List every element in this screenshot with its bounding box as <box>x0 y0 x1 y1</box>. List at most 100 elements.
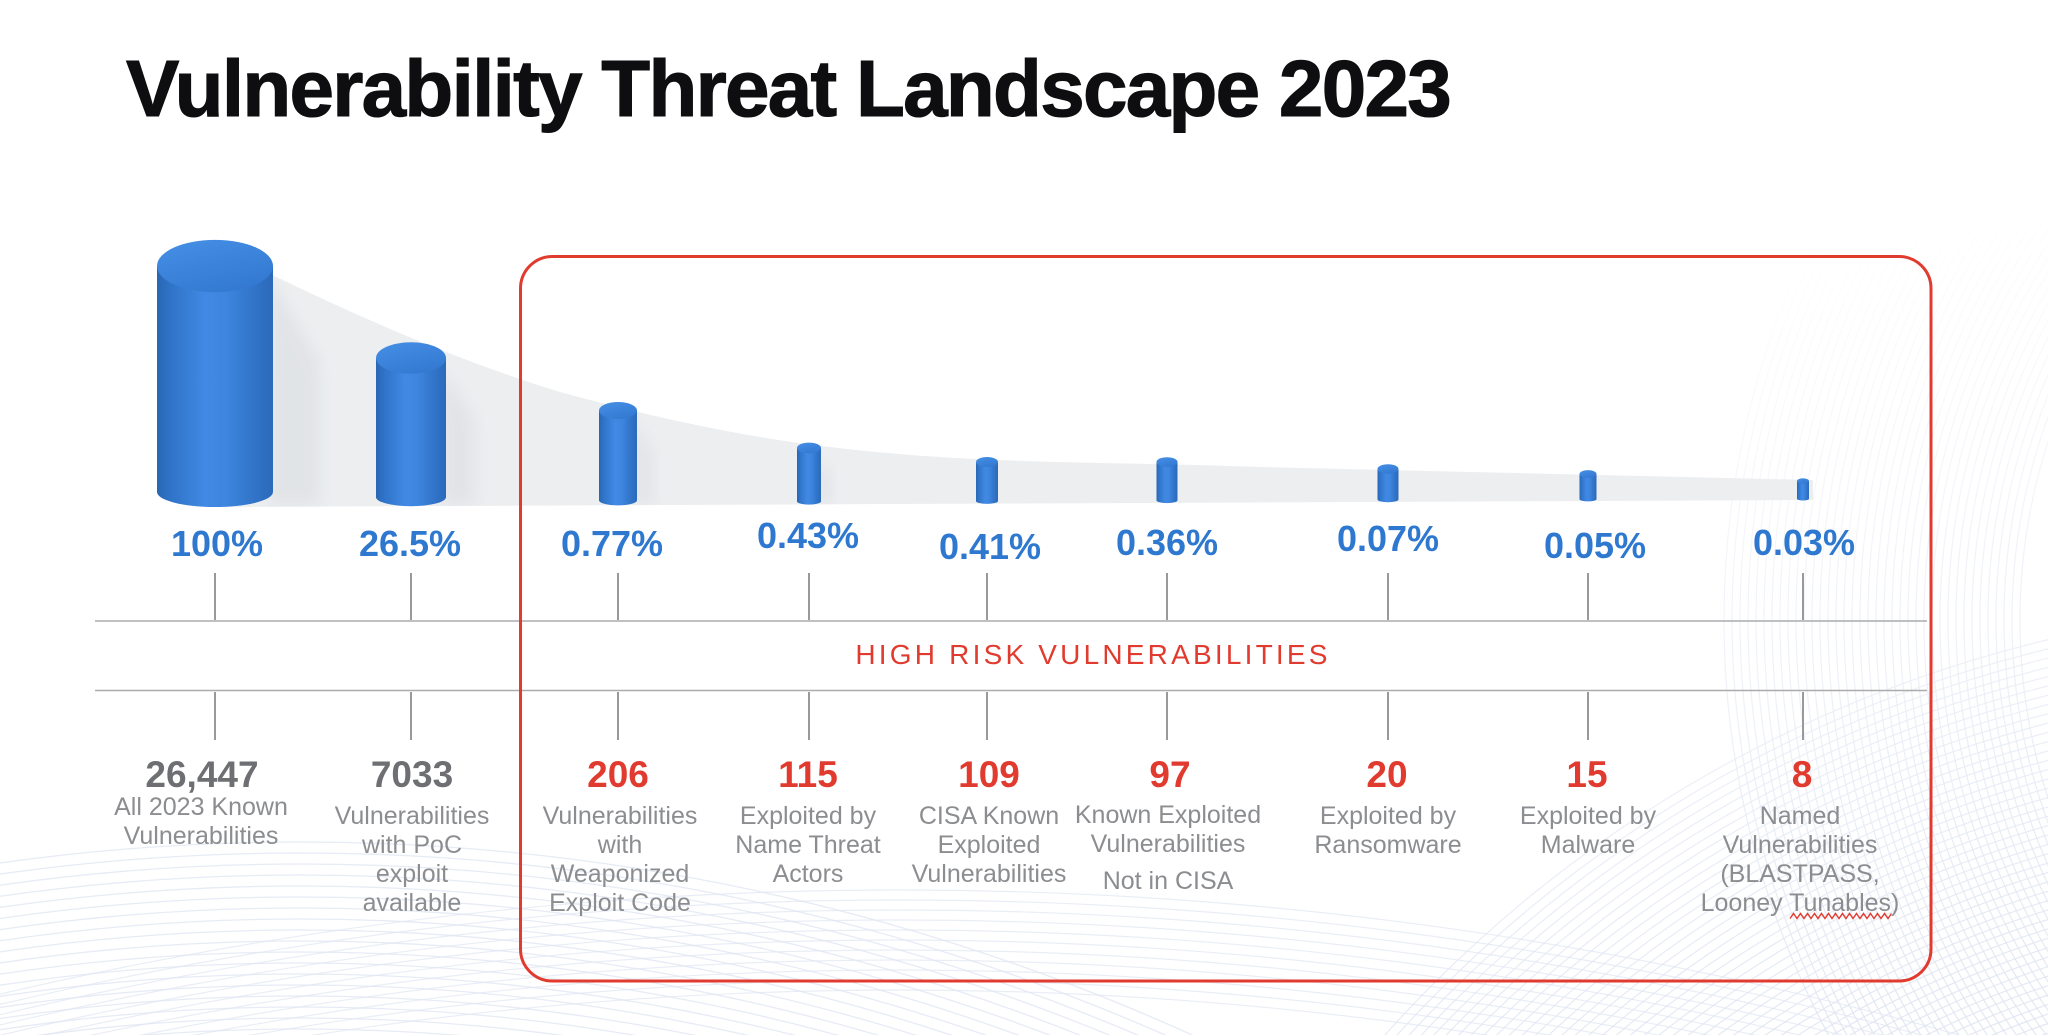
count-label-col6: 97 <box>1149 754 1190 795</box>
decor-arc <box>1779 13 2048 1035</box>
percent-label-col7: 0.07% <box>1337 518 1439 559</box>
decor-arc <box>1763 0 2041 1035</box>
cylinder-top-col8 <box>1579 470 1597 478</box>
desc-line-col4-2: Name Threat <box>735 831 880 859</box>
decor-arc <box>0 995 694 1035</box>
decor-arc <box>1723 0 1983 1035</box>
desc-line-col9-4: Looney Tunables) <box>1701 889 1900 917</box>
percent-label-col9: 0.03% <box>1753 522 1855 563</box>
decor-arc <box>0 896 1051 1035</box>
desc-line-col5-1: CISA Known <box>919 802 1059 830</box>
cylinder-top-col2 <box>376 342 446 374</box>
cylinder-body-col2 <box>376 358 446 507</box>
cylinder-top-col1 <box>157 239 273 293</box>
desc-line-col6-1: Known Exploited <box>1075 801 1261 829</box>
decor-arc <box>38 1017 562 1035</box>
cylinder-top-col4 <box>797 442 821 454</box>
decor-arc <box>1819 68 2048 1035</box>
decor-arc <box>0 929 953 1035</box>
decor-arc <box>0 874 1109 1035</box>
decor-arc <box>1851 114 2048 1035</box>
desc-line-col9-2: Vulnerabilities <box>1723 831 1878 859</box>
page-title: Vulnerability Threat Landscape 2023 <box>125 44 1452 133</box>
desc-line-col2-2: with PoC <box>361 831 462 859</box>
decor-arc <box>1891 175 2048 1035</box>
decor-arc <box>1923 228 2048 1012</box>
count-label-col3: 206 <box>587 754 649 795</box>
desc-line-col3-3: Weaponized <box>551 860 690 888</box>
desc-line-col2-1: Vulnerabilities <box>335 802 490 830</box>
cylinder-top-col3 <box>599 401 637 420</box>
decor-arc <box>1739 0 2005 1035</box>
desc-line-col6-3: Not in CISA <box>1103 867 1234 895</box>
decor-arc <box>1963 303 2048 937</box>
decor-arc <box>1907 201 2048 1035</box>
decor-arc <box>0 863 1138 1035</box>
cylinder-top-col5 <box>976 457 998 467</box>
decor-arc <box>0 907 1018 1035</box>
decor-arc <box>1915 215 2048 1025</box>
decor-arc <box>2019 440 2048 800</box>
spellcheck-squiggle <box>1789 912 1893 920</box>
decor-arc <box>2003 394 2048 846</box>
decor-arc <box>0 841 1193 1035</box>
decor-arc <box>1827 79 2048 1035</box>
decor-arc <box>1771 2 2048 1035</box>
description-labels: All 2023 KnownVulnerabilitiesVulnerabili… <box>114 793 1899 917</box>
cylinder-body-col1 <box>157 266 273 507</box>
decor-arc <box>1811 57 2048 1035</box>
cylinder-body-col5 <box>976 462 998 504</box>
desc-line-col4-3: Actors <box>773 860 844 888</box>
cylinder-body-col7 <box>1377 469 1399 503</box>
desc-line-col7-2: Ransomware <box>1314 831 1461 859</box>
desc-line-col3-2: with <box>597 831 642 859</box>
decor-right-swirl <box>1384 0 2048 1035</box>
decor-arc <box>1939 257 2048 983</box>
desc-line-col3-1: Vulnerabilities <box>543 802 698 830</box>
desc-line-col7-1: Exploited by <box>1320 802 1457 830</box>
decor-arc <box>1867 138 2048 1035</box>
desc-line-col9-3: (BLASTPASS, <box>1720 860 1879 888</box>
percent-label-col1: 100% <box>171 523 263 564</box>
count-label-col5: 109 <box>958 754 1020 795</box>
decor-arc <box>1995 373 2048 867</box>
axis-lines <box>95 573 1927 740</box>
decor-arc <box>0 951 878 1035</box>
decor-arc <box>1987 354 2048 886</box>
desc-line-col4-1: Exploited by <box>740 802 877 830</box>
desc-line-col2-3: exploit <box>376 860 448 888</box>
decor-bottom-left-waves <box>0 841 1961 1035</box>
percent-label-col5: 0.41% <box>939 526 1041 567</box>
decor-arc <box>1955 287 2048 953</box>
decor-arc <box>1899 188 2048 1035</box>
count-label-col1: 26,447 <box>145 754 258 795</box>
decor-arc <box>1795 34 2048 1035</box>
decor-arc <box>0 940 916 1035</box>
desc-line-col2-4: available <box>363 889 462 917</box>
decor-arc <box>1843 102 2048 1035</box>
cylinder-shadow <box>633 420 653 504</box>
decor-arc <box>0 962 839 1035</box>
cylinder-body-col9 <box>1797 481 1809 501</box>
decor-arc <box>1787 23 2048 1035</box>
percent-label-col6: 0.36% <box>1116 522 1218 563</box>
decor-arc <box>1883 163 2048 1035</box>
decor-arc <box>1835 91 2048 1035</box>
count-labels: 26,447 7033 206 115 109 97 20 15 8 <box>145 754 1812 795</box>
decor-arc <box>0 984 749 1035</box>
cylinder-top-col7 <box>1377 464 1399 474</box>
decor-arc <box>141 1028 459 1035</box>
cylinder-top-col6 <box>1156 457 1178 467</box>
decor-arc <box>0 918 986 1035</box>
desc-line-col5-3: Vulnerabilities <box>912 860 1067 888</box>
decor-arc <box>0 885 1081 1035</box>
cylinder-body-col8 <box>1579 474 1597 502</box>
count-label-col2: 7033 <box>371 754 453 795</box>
cylinder-shadow <box>269 276 320 505</box>
high-risk-label: HIGH RISK VULNERABILITIES <box>855 639 1330 670</box>
desc-line-col8-2: Malware <box>1541 831 1635 859</box>
count-label-col9: 8 <box>1792 754 1813 795</box>
decor-arc <box>0 852 1167 1035</box>
cylinder-body-col3 <box>599 410 637 506</box>
